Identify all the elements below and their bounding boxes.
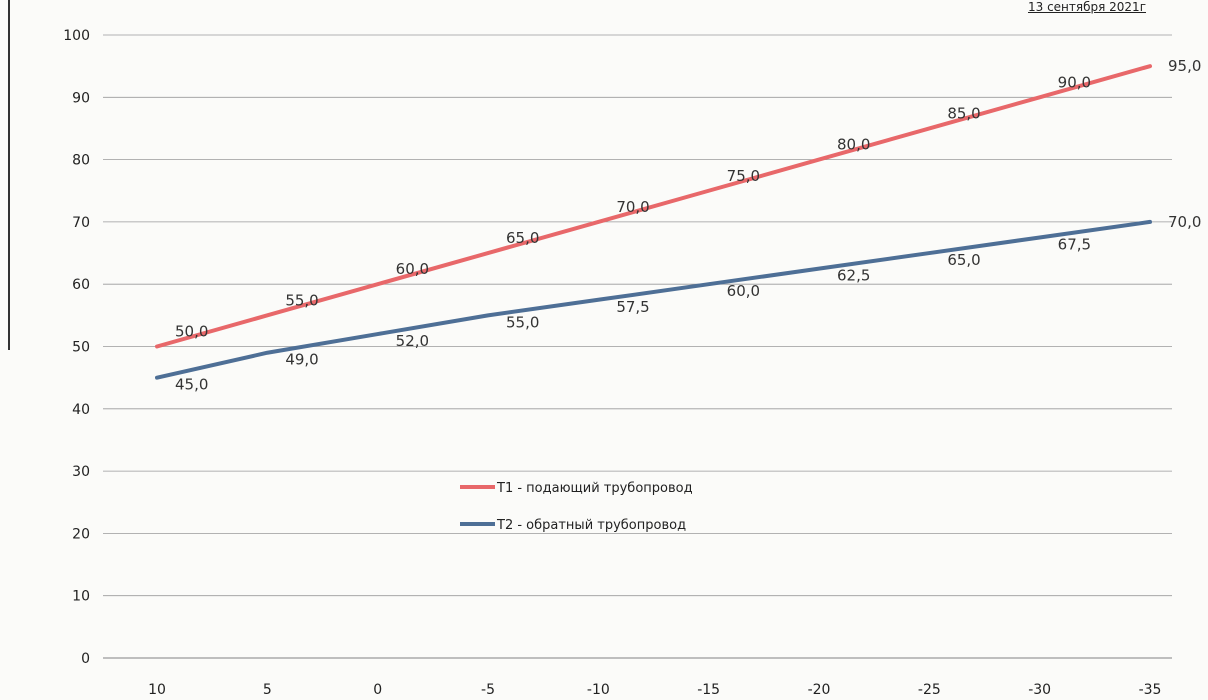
y-tick-label: 70 — [72, 215, 90, 231]
legend: Т1 - подающий трубопровод Т2 - обратный т… — [460, 481, 693, 533]
x-tick-label: -10 — [587, 682, 610, 698]
data-label-t2: 45,0 — [175, 376, 208, 394]
data-label-t2: 67,5 — [1058, 235, 1091, 253]
y-tick-label: 90 — [72, 90, 90, 106]
data-label-t1: 80,0 — [837, 136, 870, 154]
data-label-t1: 75,0 — [727, 167, 760, 185]
y-tick-label: 20 — [72, 526, 90, 542]
data-label-t2: 60,0 — [727, 282, 760, 300]
x-tick-label: -30 — [1028, 682, 1051, 698]
series-line-t1 — [155, 64, 1152, 349]
data-label-t1: 55,0 — [285, 291, 318, 309]
y-axis-ticks: 0 10 20 30 40 50 60 70 80 90 100 — [63, 28, 90, 667]
data-label-t1: 50,0 — [175, 323, 208, 341]
x-tick-label: 5 — [263, 682, 272, 698]
x-tick-label: -25 — [918, 682, 941, 698]
legend-label-t1: Т1 - подающий трубопровод — [496, 481, 693, 496]
data-label-t2: 49,0 — [285, 351, 318, 369]
y-tick-label: 10 — [72, 589, 90, 605]
y-tick-label: 40 — [72, 402, 90, 418]
left-table-edge — [0, 0, 10, 350]
legend-label-t2: Т2 - обратный трубопровод — [496, 518, 686, 533]
data-label-t1: 60,0 — [396, 260, 429, 278]
series-line-t2 — [155, 219, 1152, 380]
x-tick-label: -20 — [808, 682, 831, 698]
data-label-t2: 70,0 — [1168, 213, 1201, 231]
data-label-t2: 57,5 — [616, 298, 649, 316]
data-label-t1: 85,0 — [947, 104, 980, 122]
x-tick-label: 0 — [373, 682, 382, 698]
x-tick-label: -5 — [481, 682, 495, 698]
data-label-t1: 95,0 — [1168, 57, 1201, 75]
y-tick-label: 30 — [72, 464, 90, 480]
y-tick-label: 80 — [72, 153, 90, 169]
data-label-t2: 52,0 — [396, 332, 429, 350]
data-label-t2: 55,0 — [506, 313, 539, 331]
series-lines — [155, 64, 1152, 380]
y-tick-label: 100 — [63, 28, 90, 44]
y-tick-label: 60 — [72, 277, 90, 293]
y-tick-label: 0 — [81, 651, 90, 667]
data-label-t1: 65,0 — [506, 229, 539, 247]
data-labels: 50,0 55,0 60,0 65,0 70,0 75,0 80,0 85,0 90,0 95,0… — [175, 57, 1201, 394]
x-tick-label: -35 — [1139, 682, 1162, 698]
data-label-t1: 70,0 — [616, 198, 649, 216]
data-label-t1: 90,0 — [1058, 73, 1091, 91]
gridlines — [103, 34, 1172, 659]
y-tick-label: 50 — [72, 340, 90, 356]
data-label-t2: 65,0 — [947, 251, 980, 269]
x-axis-ticks: 10 5 0 -5 -10 -15 -20 -25 -30 -35 — [148, 682, 1161, 698]
data-label-t2: 62,5 — [837, 267, 870, 285]
x-tick-label: 10 — [148, 682, 166, 698]
document-date: 13 сентября 2021г — [1027, 0, 1146, 14]
x-tick-label: -15 — [697, 682, 720, 698]
